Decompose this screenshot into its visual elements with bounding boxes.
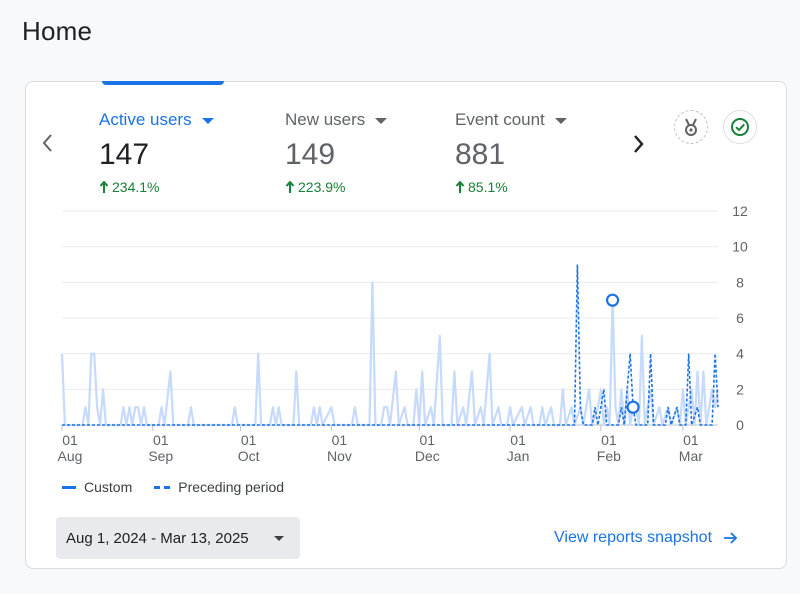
metric-value: 881 xyxy=(455,138,506,171)
y-tick-label: 2 xyxy=(736,381,744,397)
y-tick-label: 12 xyxy=(732,203,748,219)
metric-change: 85.1% xyxy=(455,179,567,195)
metric-label-row: Event count xyxy=(455,110,567,130)
highlighted-data-point xyxy=(626,400,640,414)
x-tick-day: 01 xyxy=(510,432,526,448)
x-tick-month: Dec xyxy=(415,448,440,464)
arrow-up-icon xyxy=(99,180,109,193)
arrow-up-icon xyxy=(455,180,465,193)
x-tick-day: 01 xyxy=(419,432,435,448)
home-summary-card: Active users 147 234.1% New users 149 22… xyxy=(25,81,787,569)
date-range-label: Aug 1, 2024 - Mar 13, 2025 xyxy=(66,529,249,547)
insights-badge-icon[interactable] xyxy=(674,110,708,144)
x-tick-month: Jan xyxy=(507,448,530,464)
x-tick-day: 01 xyxy=(332,432,348,448)
legend-solid-line-icon xyxy=(62,485,76,489)
x-tick-month: Nov xyxy=(327,448,352,464)
active-users-chart: 02468101201Aug01Sep01Oct01Nov01Dec01Jan0… xyxy=(58,203,748,464)
legend-item-preceding: Preceding period xyxy=(154,479,284,495)
series-line-preceding-period xyxy=(62,264,719,426)
x-tick-month: Mar xyxy=(679,448,703,464)
x-tick-day: 01 xyxy=(241,432,257,448)
y-tick-label: 4 xyxy=(736,346,744,362)
metric-label-row: New users xyxy=(285,110,388,130)
caret-down-icon xyxy=(274,536,284,541)
metric-change-value: 234.1% xyxy=(112,179,160,195)
metric-value: 149 xyxy=(285,138,336,171)
y-tick-label: 8 xyxy=(736,274,744,290)
metric-change-value: 85.1% xyxy=(468,179,508,195)
highlighted-data-point xyxy=(605,293,620,307)
metric-change-value: 223.9% xyxy=(298,179,346,195)
caret-down-icon xyxy=(554,118,567,124)
metric-label-row: Active users xyxy=(99,110,214,130)
page-title: Home xyxy=(22,16,93,46)
y-tick-label: 6 xyxy=(736,310,744,326)
metric-active-users[interactable]: Active users 147 234.1% xyxy=(99,110,214,195)
arrow-right-icon xyxy=(724,532,738,544)
caret-down-icon xyxy=(201,118,214,124)
legend-dashed-line-icon xyxy=(154,485,171,489)
x-tick-month: Oct xyxy=(238,448,260,464)
metric-change: 234.1% xyxy=(99,179,214,195)
metric-event-count[interactable]: Event count 881 85.1% xyxy=(455,110,567,195)
caret-down-icon xyxy=(375,118,388,124)
chart-legend: Custom Preceding period xyxy=(62,479,284,495)
chart-area: 0 2 4 6 8 10 12 01 Aug 01 Sep 01 Oct 01 Nov 01 Dec 01 Jan 0… xyxy=(26,82,788,570)
x-tick-day: 01 xyxy=(62,432,78,448)
legend-item-custom: Custom xyxy=(62,479,132,495)
chevron-left-icon[interactable] xyxy=(40,132,56,154)
metric-label: Active users xyxy=(99,110,192,129)
y-tick-label: 0 xyxy=(736,417,744,433)
date-range-selector[interactable]: Aug 1, 2024 - Mar 13, 2025 xyxy=(56,517,300,559)
view-reports-snapshot-link[interactable]: View reports snapshot xyxy=(554,529,738,547)
x-tick-day: 01 xyxy=(601,432,617,448)
metric-label: New users xyxy=(285,110,366,129)
x-tick-day: 01 xyxy=(153,432,169,448)
x-tick-month: Sep xyxy=(148,448,173,464)
view-reports-snapshot-label: View reports snapshot xyxy=(554,529,713,546)
metric-change: 223.9% xyxy=(285,179,387,195)
chevron-right-icon[interactable] xyxy=(630,133,646,155)
metric-value: 147 xyxy=(99,138,150,171)
check-circle-icon[interactable] xyxy=(723,110,757,144)
x-tick-month: Feb xyxy=(597,448,621,464)
metric-label: Event count xyxy=(455,110,545,129)
x-tick-day: 01 xyxy=(683,432,699,448)
x-tick-month: Aug xyxy=(58,448,83,464)
y-tick-label: 10 xyxy=(732,239,748,255)
active-tab-indicator xyxy=(102,81,224,85)
legend-label-custom: Custom xyxy=(84,479,133,495)
legend-label-preceding: Preceding period xyxy=(178,479,285,495)
metric-new-users[interactable]: New users 149 223.9% xyxy=(285,110,388,195)
arrow-up-icon xyxy=(285,180,295,193)
